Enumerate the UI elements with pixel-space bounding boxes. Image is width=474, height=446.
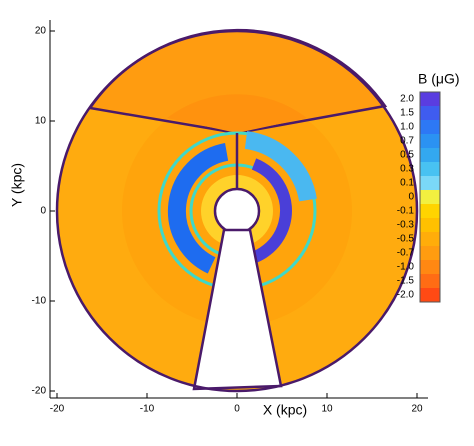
colorbar-swatch	[420, 134, 440, 148]
colorbar-swatch	[420, 176, 440, 190]
x-tick-label: 0	[234, 404, 240, 415]
colorbar-swatch	[420, 120, 440, 134]
colorbar-label: -1.5	[397, 276, 415, 287]
colorbar-label: 0.7	[400, 136, 414, 147]
colorbar-label: 2.0	[400, 94, 414, 105]
x-tick-label: -20	[50, 404, 65, 415]
x-tick-label: 20	[411, 404, 423, 415]
y-axis-label: Y (kpc)	[9, 163, 25, 207]
colorbar-swatch	[420, 190, 440, 204]
y-tick-label: -10	[32, 296, 47, 307]
field-map	[55, 28, 419, 393]
colorbar-label: -1.0	[397, 262, 415, 273]
colorbar-swatch	[420, 288, 440, 302]
colorbar-label: -2.0	[397, 290, 415, 301]
blue-arc	[167, 143, 229, 274]
colorbar-frame	[419, 91, 441, 303]
colorbar-label: 0.1	[400, 178, 414, 189]
colorbar-label: -0.3	[397, 220, 415, 231]
colorbar-label: -0.1	[397, 206, 415, 217]
x-tick-label: -10	[140, 404, 155, 415]
colorbar-swatch	[420, 274, 440, 288]
colorbar-swatch	[420, 106, 440, 120]
colorbar-swatch	[420, 246, 440, 260]
y-tick-label: 0	[40, 206, 46, 217]
colorbar-label: 1.0	[400, 122, 414, 133]
x-tick-label: 10	[321, 404, 333, 415]
hole	[213, 187, 261, 235]
colorbar-swatch	[420, 260, 440, 274]
colorbar-label: -0.7	[397, 248, 415, 259]
colorbar-swatch	[420, 204, 440, 218]
y-tick-label: -20	[32, 386, 47, 397]
colorbar-swatch	[420, 218, 440, 232]
colorbar-label: 0	[408, 192, 414, 203]
y-tick-label: 10	[35, 116, 47, 127]
halo-inner	[167, 94, 307, 133]
colorbar-label: 0.5	[400, 150, 414, 161]
colorbar-label: 0.3	[400, 164, 414, 175]
colorbar-label: -0.5	[397, 234, 415, 245]
blue-band	[244, 131, 317, 202]
colorbar-swatch	[420, 232, 440, 246]
colorbar-title: B (μG)	[418, 71, 460, 87]
x-axis-label: X (kpc)	[263, 402, 307, 418]
y-tick-label: 20	[35, 26, 47, 37]
colorbar-swatch	[420, 162, 440, 176]
colorbar-swatch	[420, 92, 440, 106]
colorbar-label: 1.5	[400, 108, 414, 119]
disk-edge	[55, 29, 419, 393]
colorbar-swatch	[420, 148, 440, 162]
